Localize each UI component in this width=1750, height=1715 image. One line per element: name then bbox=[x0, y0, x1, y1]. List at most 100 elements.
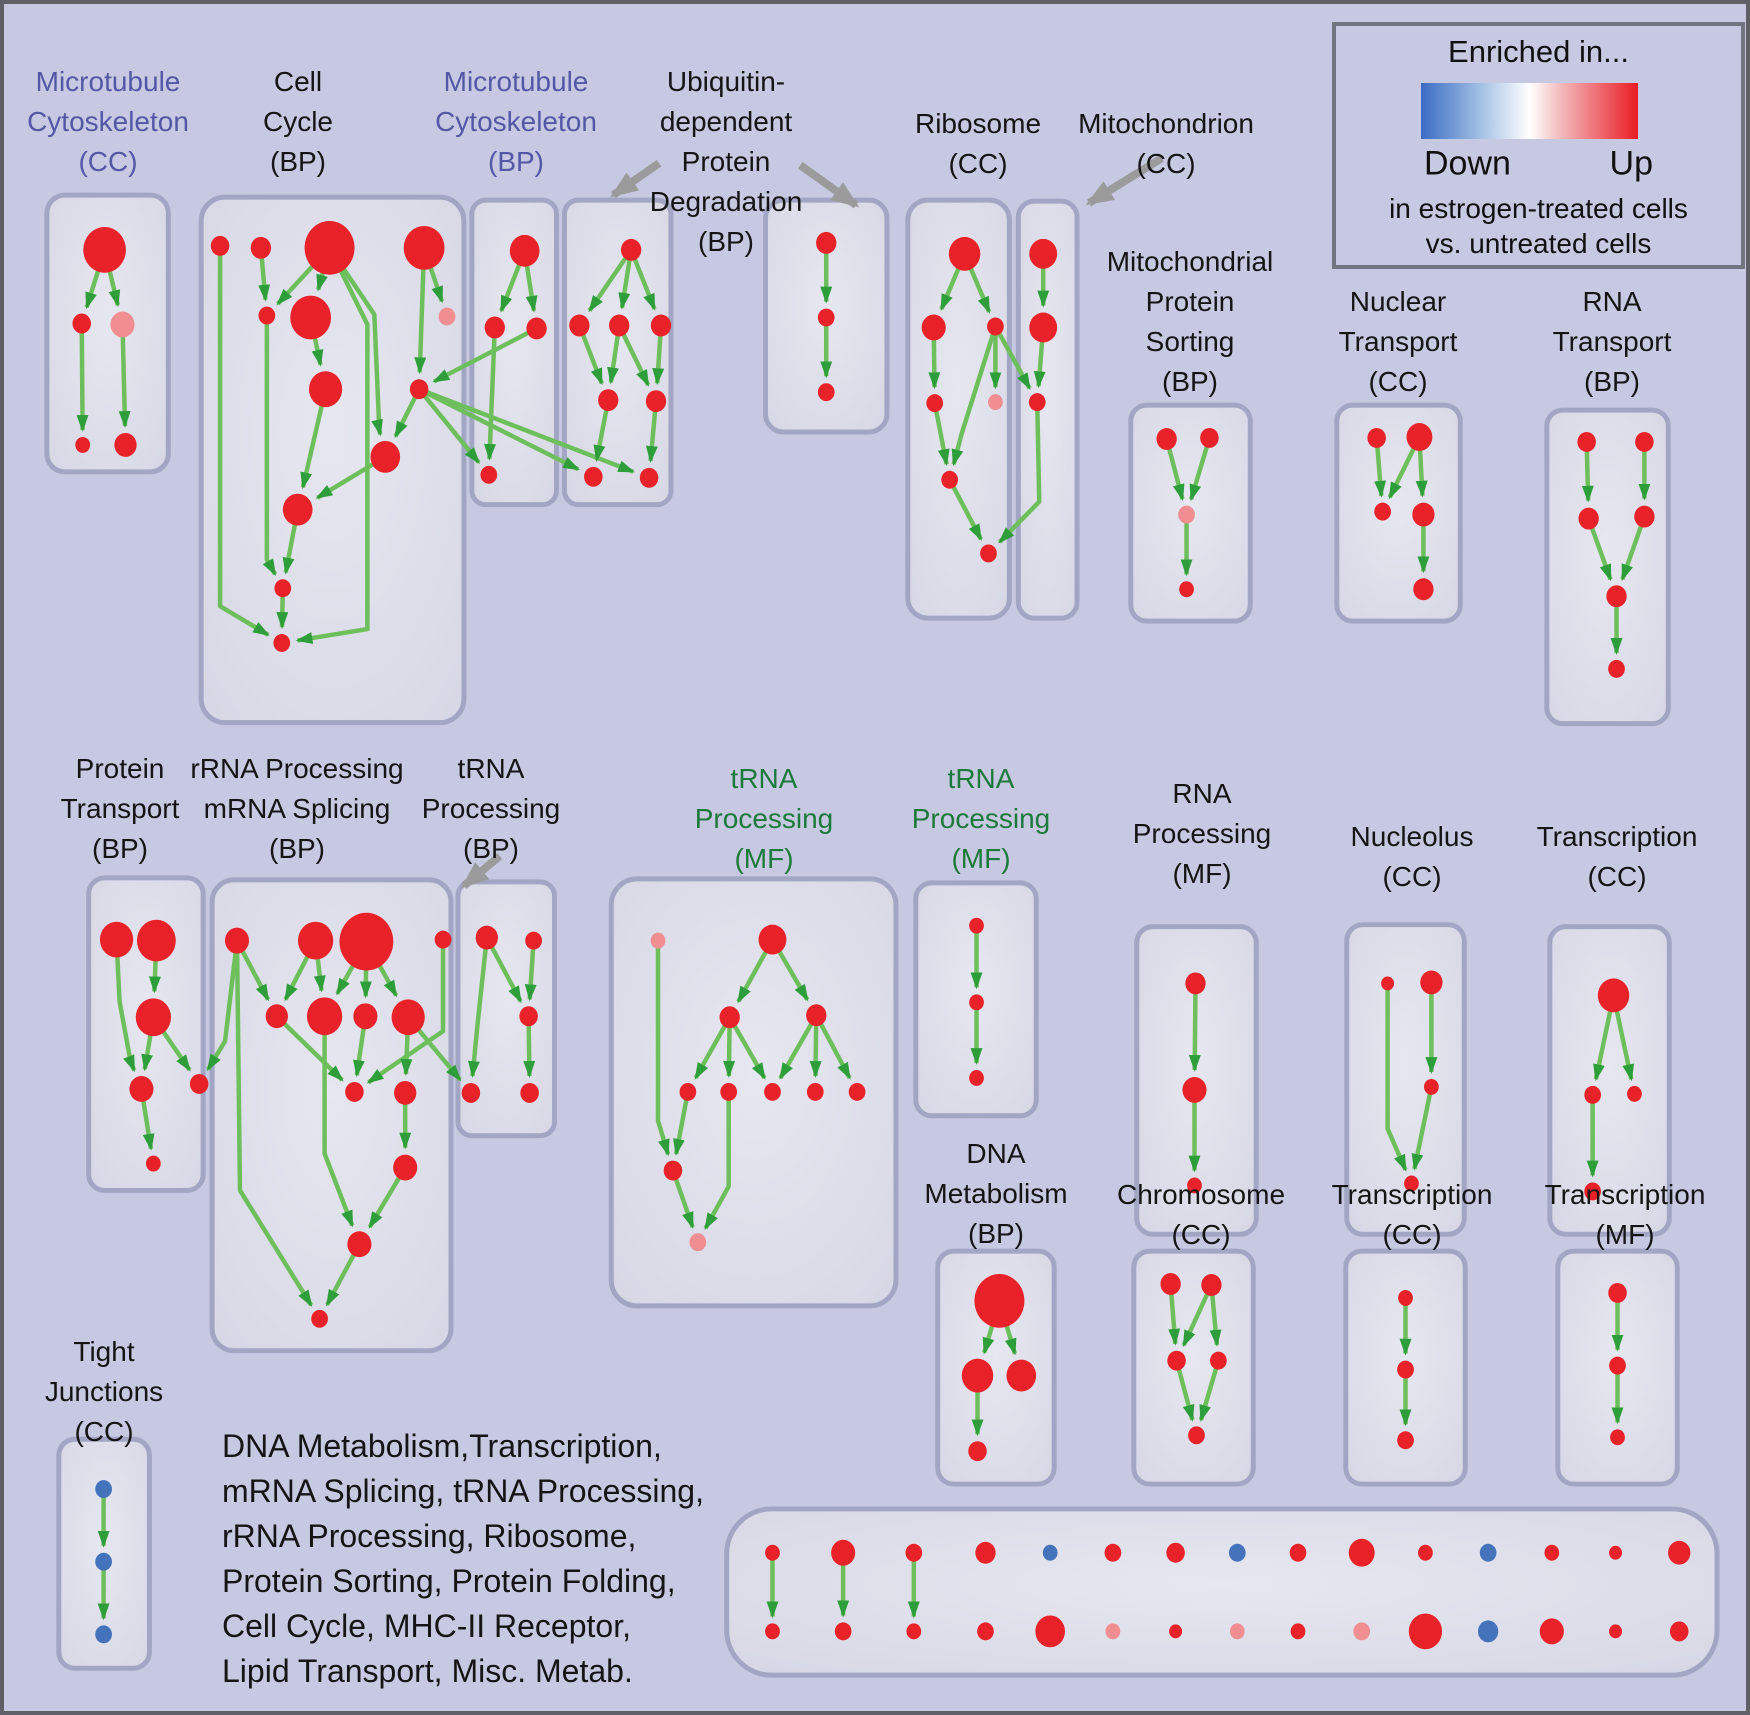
gene-node-red bbox=[1584, 1085, 1601, 1104]
cluster-box-ub1 bbox=[561, 197, 674, 508]
gene-node-pink bbox=[1353, 1622, 1371, 1641]
gene-node-red bbox=[1179, 581, 1194, 598]
cluster-box-tcc bbox=[1547, 924, 1672, 1237]
edge-arrow bbox=[1188, 437, 1212, 502]
edge-arrow bbox=[234, 940, 314, 1307]
gene-node-red bbox=[353, 1003, 378, 1030]
box-label-protein-transport: Protein Transport (BP) bbox=[60, 753, 180, 864]
gene-node-red bbox=[969, 994, 984, 1011]
misc-clusters-note: DNA Metabolism,Transcription, mRNA Splic… bbox=[222, 1428, 704, 1689]
gene-node-red bbox=[1367, 428, 1386, 448]
gene-node-red bbox=[906, 1623, 922, 1640]
gene-node-blue bbox=[1479, 1543, 1497, 1562]
cluster-box-ch bbox=[1131, 1248, 1256, 1487]
edge-arrow bbox=[76, 323, 89, 432]
gene-node-pink bbox=[110, 311, 135, 338]
edge-arrow bbox=[1620, 515, 1647, 582]
gene-node-blue bbox=[95, 1552, 112, 1571]
edge-arrow bbox=[432, 326, 538, 384]
gene-node-red bbox=[817, 308, 835, 327]
cluster-box-nuc bbox=[1344, 922, 1467, 1237]
legend-subtitle-1: in estrogen-treated cells bbox=[1389, 193, 1688, 224]
cluster-box-nt bbox=[1334, 402, 1463, 624]
gene-node-red bbox=[977, 1622, 994, 1641]
gene-node-blue bbox=[1042, 1544, 1058, 1561]
edge-arrow bbox=[670, 1169, 695, 1230]
box-label-mito-sorting: Mitochondrial Protein Sorting (BP) bbox=[1106, 246, 1274, 397]
gene-node-red bbox=[304, 220, 355, 275]
gene-node-red bbox=[72, 313, 91, 334]
edge-arrow bbox=[655, 940, 671, 1157]
gene-node-red bbox=[308, 371, 343, 408]
gene-node-red bbox=[1606, 585, 1627, 608]
box-label-trna-mf-1: tRNA Processing (MF) bbox=[694, 763, 834, 874]
gene-node-red bbox=[1420, 970, 1443, 995]
gene-node-red bbox=[834, 1622, 852, 1641]
label-pointer-arrow bbox=[798, 162, 860, 209]
gene-node-red bbox=[817, 383, 835, 402]
gene-node-red bbox=[273, 634, 291, 652]
gene-node-red bbox=[1166, 1542, 1185, 1563]
gene-node-red bbox=[1609, 1545, 1622, 1560]
box-label-ubiquitin: Ubiquitin- dependent Protein Degradation… bbox=[649, 66, 803, 257]
gene-node-red bbox=[679, 1082, 697, 1101]
gene-node-red bbox=[1290, 1623, 1306, 1640]
network-svg bbox=[44, 154, 1720, 1678]
gene-node-red bbox=[1635, 431, 1654, 452]
gene-node-red bbox=[598, 389, 619, 412]
edge-arrow bbox=[693, 1016, 732, 1080]
gene-node-red bbox=[394, 1080, 417, 1105]
gene-node-red bbox=[1627, 1085, 1642, 1102]
edge-arrow bbox=[778, 1014, 819, 1080]
box-label-nucleolus: Nucleolus (CC) bbox=[1350, 821, 1474, 892]
gene-node-pink bbox=[988, 394, 1003, 411]
gene-node-red bbox=[948, 236, 981, 271]
gene-node-red bbox=[1406, 423, 1433, 451]
gene-node-pink bbox=[650, 932, 666, 949]
edge-arrow bbox=[366, 939, 446, 1085]
gene-node-red bbox=[1597, 978, 1630, 1013]
edge-arrow bbox=[206, 940, 240, 1072]
label-pointer-arrow bbox=[609, 159, 662, 199]
legend-down-label: Down bbox=[1424, 144, 1511, 183]
gene-node-red bbox=[961, 1358, 994, 1393]
gene-node-blue bbox=[1228, 1543, 1246, 1562]
gene-node-red bbox=[645, 390, 667, 413]
box-label-trna-bp: tRNA Processing (BP) bbox=[421, 753, 561, 864]
edge-arrow bbox=[114, 939, 137, 1073]
gene-node-red bbox=[848, 1082, 866, 1101]
edge-arrow bbox=[673, 1091, 691, 1156]
edge-arrow bbox=[814, 1014, 852, 1080]
gene-node-red bbox=[1397, 1360, 1414, 1379]
gene-node-red bbox=[1634, 505, 1655, 528]
gene-node-red bbox=[484, 316, 505, 339]
gene-node-red bbox=[650, 314, 672, 337]
gene-node-red bbox=[584, 466, 603, 487]
legend-gradient-bar bbox=[1421, 83, 1638, 139]
gene-node-red bbox=[1398, 1289, 1413, 1306]
gene-node-red bbox=[370, 440, 401, 473]
gene-node-blue bbox=[95, 1625, 112, 1644]
edge-arrow bbox=[1411, 1086, 1434, 1171]
gene-node-red bbox=[1668, 1540, 1691, 1565]
edge-arrow bbox=[1174, 1360, 1195, 1422]
gene-node-red bbox=[1408, 1613, 1443, 1650]
gene-node-red bbox=[609, 314, 630, 337]
legend-up-label: Up bbox=[1609, 144, 1653, 183]
edge-arrow bbox=[998, 402, 1042, 544]
box-label-chromosome: Chromosome (CC) bbox=[1116, 1179, 1286, 1250]
gene-node-red bbox=[298, 921, 334, 960]
edge-arrow bbox=[587, 248, 633, 313]
box-label-microtubule-bp: Microtubule Cytoskeleton (BP) bbox=[435, 66, 597, 177]
edge-arrow bbox=[217, 245, 270, 637]
edge-arrow bbox=[932, 402, 950, 467]
edge-arrow bbox=[1188, 983, 1201, 1072]
cluster-box-mito bbox=[1015, 198, 1080, 621]
gene-node-red bbox=[816, 231, 837, 254]
cluster-box-mtcc bbox=[44, 192, 171, 475]
gene-node-red bbox=[1160, 1273, 1181, 1295]
edge-arrow bbox=[322, 1016, 355, 1228]
edge-arrow bbox=[295, 246, 370, 644]
box-label-cell-cycle: Cell Cycle (BP) bbox=[262, 66, 334, 177]
gene-node-red bbox=[765, 1544, 780, 1561]
